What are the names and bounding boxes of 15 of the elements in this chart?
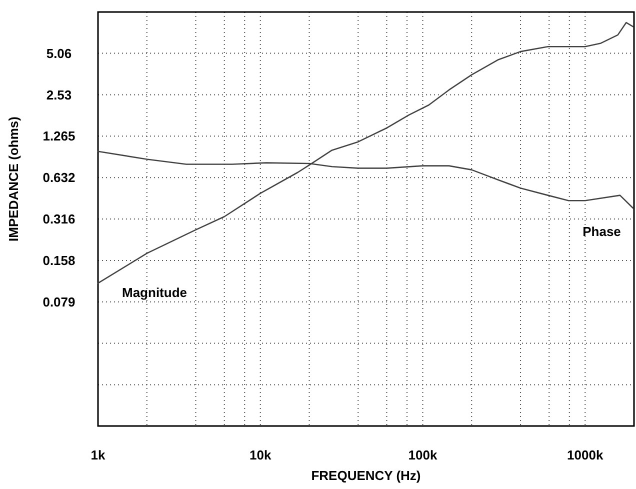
series-label: Phase xyxy=(582,224,621,240)
y-tick-label: 0.158 xyxy=(42,253,76,268)
x-tick-label: 1k xyxy=(90,448,106,463)
y-tick-label: 0.079 xyxy=(42,294,76,310)
y-tick-label: 5.06 xyxy=(46,46,72,61)
x-tick-label: 1000k xyxy=(567,448,604,463)
x-tick-label: 10k xyxy=(250,448,272,463)
y-tick-label: 0.316 xyxy=(42,212,76,227)
series-label: Magnitude xyxy=(122,285,187,300)
x-tick-label: 100k xyxy=(408,448,438,463)
y-tick-label: 0.632 xyxy=(42,170,76,186)
y-tick-label: 1.265 xyxy=(42,128,76,144)
y-tick-label: 2.53 xyxy=(46,87,72,102)
x-axis-title: FREQUENCY (Hz) xyxy=(311,468,421,483)
y-axis-title: IMPEDANCE (ohms) xyxy=(6,116,21,242)
